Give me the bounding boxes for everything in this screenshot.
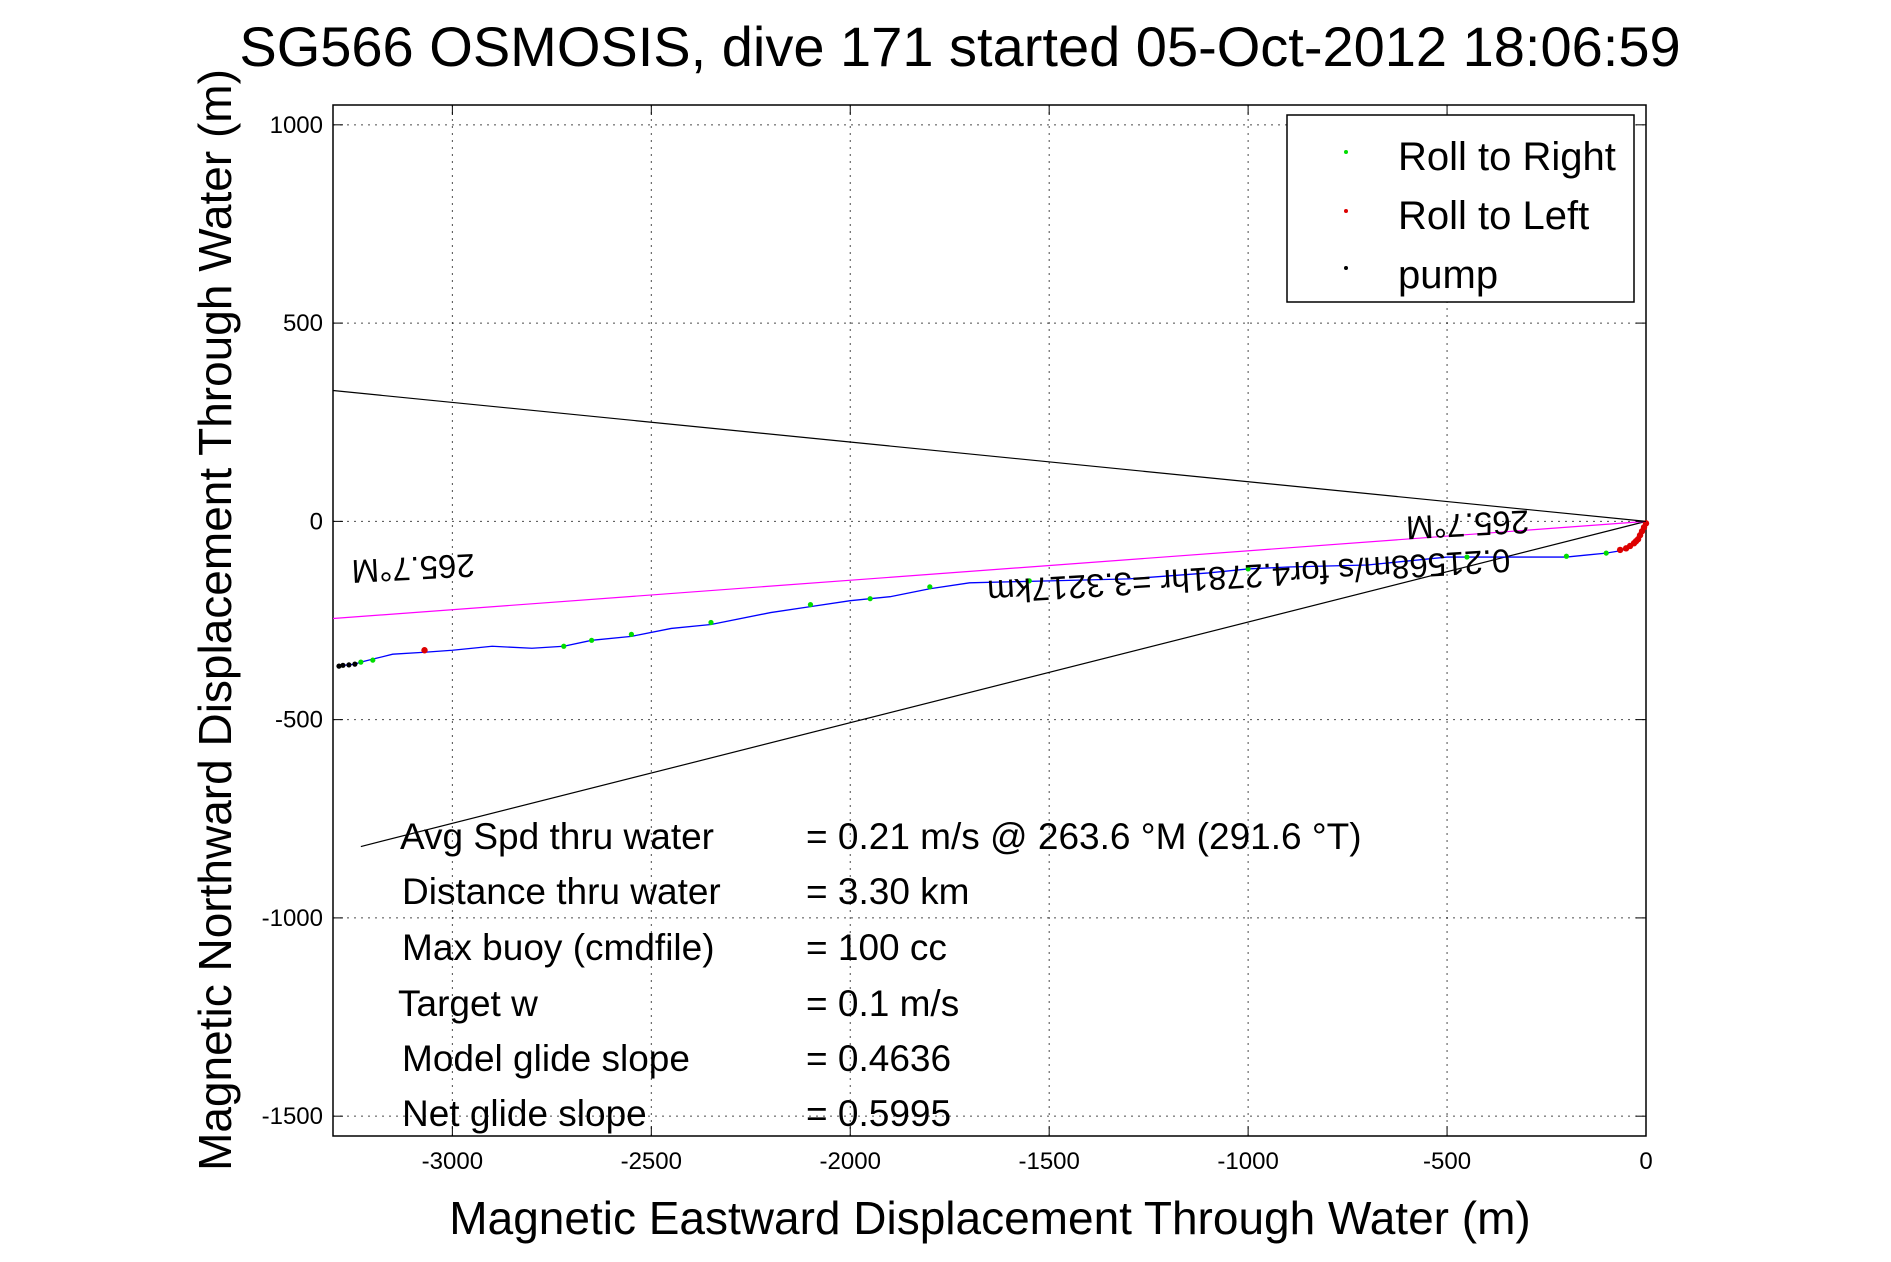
roll-right-point (867, 596, 873, 602)
y-tick-label: -1000 (262, 905, 323, 932)
stat-value: = 0.1 m/s (806, 983, 959, 1024)
x-tick-label: -2000 (820, 1148, 881, 1175)
reference-line-0 (332, 389, 1647, 522)
track-markers (336, 520, 1650, 669)
legend: Roll to Right Roll to Left pump (1286, 114, 1635, 303)
stats-block: Avg Spd thru water = 0.21 m/s @ 263.6 °M … (398, 816, 1362, 1134)
pump-point (352, 661, 358, 667)
legend-box (1286, 114, 1635, 303)
pump-point (346, 662, 352, 668)
reference-line-1 (360, 520, 1647, 848)
y-tick-label: 500 (283, 310, 323, 337)
y-tick-label: 0 (310, 508, 323, 535)
roll-right-point (370, 657, 376, 663)
stat-label: Max buoy (cmdfile) (402, 927, 715, 968)
pump-point (336, 663, 342, 669)
legend-label-roll-left: Roll to Left (1398, 194, 1589, 238)
x-axis-label: Magnetic Eastward Displacement Through W… (449, 1192, 1530, 1244)
stat-label: Target w (398, 983, 538, 1024)
roll-right-point (1026, 578, 1032, 584)
reference-lines (332, 389, 1647, 848)
y-axis-ticks: 1000 500 0 -500 -1000 -1500 (262, 112, 1646, 1130)
roll-right-point (1245, 566, 1251, 572)
x-tick-label: 0 (1639, 1148, 1652, 1175)
chart-title: SG566 OSMOSIS, dive 171 started 05-Oct-2… (239, 15, 1680, 78)
roll-right-point (628, 631, 635, 637)
pump-point (340, 662, 346, 668)
x-axis-ticks: -3000 -2500 -2000 -1500 -1000 -500 0 (422, 105, 1653, 1175)
bearing-annotation: 265.7°M (1405, 503, 1530, 546)
x-tick-label: -1000 (1217, 1148, 1278, 1175)
x-tick-label: -500 (1423, 1148, 1471, 1175)
y-tick-label: -500 (275, 707, 323, 734)
stat-value: = 3.30 km (806, 871, 970, 912)
stat-value: = 0.4636 (806, 1038, 951, 1079)
stat-value: = 0.21 m/s @ 263.6 °M (291.6 °T) (806, 816, 1362, 857)
y-axis-label: Magnetic Northward Displacement Through … (189, 69, 241, 1171)
roll-right-point (589, 637, 595, 643)
legend-label-roll-right: Roll to Right (1398, 135, 1616, 179)
legend-marker-pump (1344, 266, 1348, 270)
stat-value: = 100 cc (806, 927, 947, 968)
grid (333, 105, 1647, 1136)
x-tick-label: -1500 (1018, 1148, 1079, 1175)
roll-right-point (1563, 553, 1570, 559)
stat-label: Model glide slope (402, 1038, 690, 1079)
y-tick-label: -1500 (262, 1103, 323, 1130)
roll-right-point (1603, 550, 1609, 556)
legend-marker-roll-right (1344, 150, 1348, 154)
stat-label: Avg Spd thru water (400, 816, 714, 857)
y-tick-label: 1000 (270, 112, 323, 139)
roll-right-point (358, 659, 364, 665)
stat-label: Distance thru water (402, 871, 721, 912)
bearing-annotation: 265.7°M (351, 547, 476, 590)
reference-line-2 (332, 520, 1647, 620)
roll-right-point (708, 619, 714, 626)
roll-right-point (807, 602, 814, 608)
roll-right-point (1464, 554, 1470, 560)
x-tick-label: -3000 (422, 1148, 483, 1175)
roll-left-point (1616, 546, 1624, 554)
stat-label: Net glide slope (402, 1093, 647, 1134)
legend-marker-roll-left (1344, 209, 1348, 213)
roll-right-point (927, 584, 933, 590)
roll-left-point (1622, 545, 1630, 552)
x-tick-label: -2500 (621, 1148, 682, 1175)
roll-right-point (561, 643, 567, 649)
legend-label-pump: pump (1398, 253, 1498, 297)
stat-value: = 0.5995 (806, 1093, 951, 1134)
roll-left-point (421, 647, 428, 654)
